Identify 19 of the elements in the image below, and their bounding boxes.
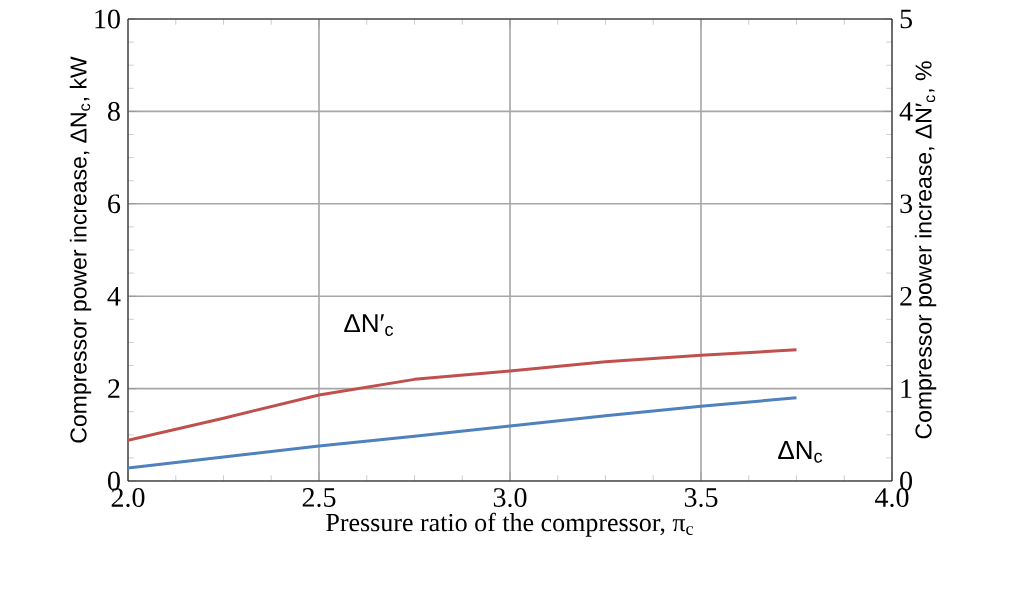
y-tick-label: 4 (107, 286, 121, 306)
y2-tick-label: 5 (900, 9, 912, 29)
y2-tick-label: 1 (901, 379, 912, 398)
y2-tick-label: 4 (899, 102, 913, 121)
x-tick-label: 3.5 (684, 488, 718, 508)
line-series (128, 348, 798, 442)
series-label: ΔN′$_{c}$ (344, 314, 394, 336)
y-tick-label: 6 (108, 194, 121, 214)
x-tick-label: 2.5 (302, 488, 336, 508)
x-axis-title: Pressure ratio of the compressor, π$_{c}$ (326, 512, 694, 537)
y2-tick-label: 3 (900, 194, 912, 214)
series-label: ΔN$_{c}$ (778, 441, 823, 463)
y2-axis-title: Compressor power increase, ΔN′$_{c}$, % (914, 61, 937, 439)
x-tick-label: 3.0 (493, 488, 527, 508)
y-tick-label: 10 (95, 9, 120, 29)
y-tick-label: 2 (108, 379, 120, 398)
y-axis-title: Compressor power increase, ΔN$_{c}$, kW (69, 56, 92, 443)
y2-tick-label: 2 (900, 286, 912, 306)
y-tick-label: 8 (108, 101, 120, 121)
